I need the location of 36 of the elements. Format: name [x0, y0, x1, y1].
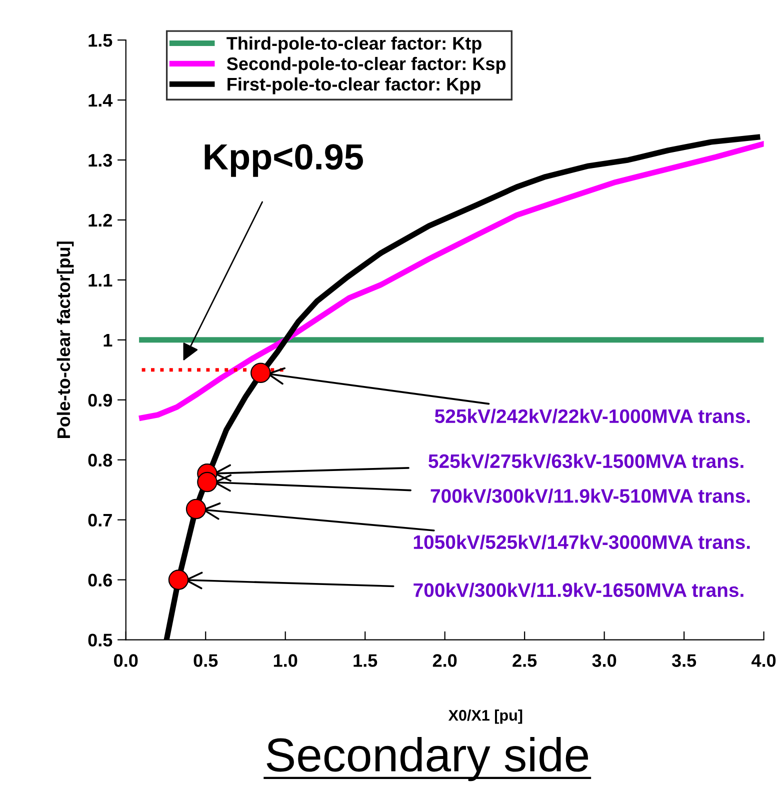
y-tick-label: 1.4: [88, 94, 113, 107]
x-tick-label: 1.0: [274, 654, 298, 667]
x-tick-label: 0.0: [114, 654, 138, 667]
annotation: 525kV/242kV/22kV-1000MVA trans.: [434, 408, 750, 424]
x-tick-label: 3.0: [592, 654, 616, 667]
y-tick-label: 1.3: [88, 154, 112, 167]
legend-label: Second-pole-to-clear factor: Ksp: [226, 56, 506, 74]
point: [186, 498, 206, 520]
y-tick-label: 1.2: [88, 214, 112, 226]
y-tick-label: 1.5: [88, 34, 112, 47]
y-tick-label: 0.5: [88, 634, 112, 646]
annotation: 525kV/275kV/63kV-1500MVA trans.: [428, 454, 744, 468]
y-tick-label: 1: [104, 334, 112, 346]
x-tick-label: 2.0: [432, 654, 457, 667]
annotation: 700kV/300kV/11.9kV-1650MVA trans.: [414, 582, 744, 598]
x-tick-label: 0.5: [194, 654, 218, 667]
legend-label: Third-pole-to-clear factor: Ktp: [226, 36, 482, 54]
x-axis-title: X0/X1 [pu]: [448, 710, 522, 724]
y-tick-label: 0.8: [88, 454, 112, 467]
y-axis-title: Pole-to-clear factor[pu]: [56, 242, 74, 438]
point: [168, 570, 189, 590]
x-tick-label: 3.5: [672, 654, 696, 667]
annotation: 1050kV/525kV/147kV-3000MVA trans.: [414, 534, 750, 550]
annotation: 700kV/300kV/11.9kV-510MVA trans.: [430, 488, 750, 504]
y-tick-label: 1.1: [88, 274, 112, 286]
legend-label: First-pole-to-clear factor: Kpp: [228, 77, 480, 94]
y-tick-label: 0.6: [88, 574, 112, 587]
point: [197, 472, 218, 492]
y-tick-label: 0.7: [88, 514, 112, 527]
point: [250, 362, 271, 384]
annotation: Kpp<0.95: [204, 144, 363, 177]
x-tick-label: 1.5: [354, 654, 378, 667]
y-tick-label: 0.9: [88, 394, 112, 407]
x-tick-label: 4.0: [752, 654, 776, 667]
text: Secondary side: [266, 737, 588, 782]
x-tick-label: 2.5: [512, 654, 537, 667]
